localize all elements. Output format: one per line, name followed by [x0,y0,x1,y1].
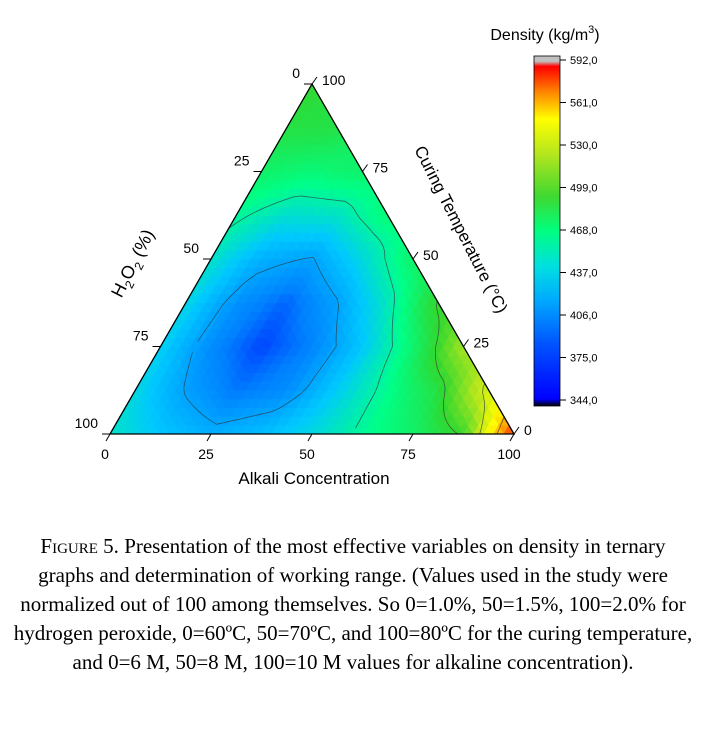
colorbar: 344,0 375,0 406,0 437,0 468,0 499,0 530,0 561,0… [490,24,599,407]
colorbar-tick-label-406,0: 406,0 [570,310,598,322]
right-tick-label-50: 50 [423,247,439,263]
right-tick-100 [311,76,318,85]
left-tick-label-50: 50 [183,240,199,256]
contour-line-468 [435,300,459,435]
colorbar-tick-label-530,0: 530,0 [570,140,598,152]
bottom-tick-50 [307,433,313,442]
colorbar-tick-label-561,0: 561,0 [570,98,598,110]
colorbar-tick-label-592,0: 592,0 [570,55,598,67]
bottom-tick-75 [408,433,414,442]
bottom-axis-title: Alkali Concentration [238,469,389,488]
bottom-tick-label-25: 25 [198,446,214,462]
contour-line-437 [228,195,395,429]
caption-label: Figure 5. [40,534,119,558]
left-tick-label-25: 25 [234,153,250,169]
bottom-tick-label-75: 75 [400,446,416,462]
left-axis-title: H2O2 (%) [107,226,162,302]
colorbar-ticks: 344,0 375,0 406,0 437,0 468,0 499,0 530,0 561,0… [560,55,598,407]
right-tick-25 [463,339,469,347]
contour-lines [183,195,505,435]
right-tick-0 [513,426,520,435]
caption-text: Presentation of the most effective varia… [13,534,693,674]
bottom-tick-100 [509,433,515,442]
contour-fill [109,83,515,435]
colorbar-title: Density (kg/m3) [490,24,599,44]
left-tick-label-75: 75 [133,328,149,344]
right-tick-50 [412,251,419,260]
left-tick-label-0: 0 [292,65,300,81]
bottom-tick-label-50: 50 [299,446,315,462]
contour-line-406 [183,256,340,425]
left-tick-label-100: 100 [75,415,99,431]
colorbar-tick-label-344,0: 344,0 [570,395,598,407]
colorbar-tick-label-375,0: 375,0 [570,353,598,365]
colorbar-tick-label-499,0: 499,0 [570,183,598,195]
bottom-tick-25 [206,433,212,442]
right-tick-label-75: 75 [373,160,389,176]
colorbar-gradient [533,55,561,407]
right-tick-label-100: 100 [322,72,346,88]
contour-line-530 [496,416,505,435]
contour-cell-0-39-a [306,83,318,94]
colorbar-tick-label-468,0: 468,0 [570,225,598,237]
bottom-tick-0 [105,433,111,442]
right-tick-label-0: 0 [524,422,532,438]
bottom-tick-label-0: 0 [101,446,109,462]
right-tick-75 [362,164,368,172]
figure-caption: Figure 5. Presentation of the most effec… [10,532,696,677]
colorbar-tick-label-437,0: 437,0 [570,268,598,280]
bottom-tick-label-100: 100 [497,446,521,462]
right-tick-label-25: 25 [474,335,490,351]
contour-line-499 [479,383,486,435]
